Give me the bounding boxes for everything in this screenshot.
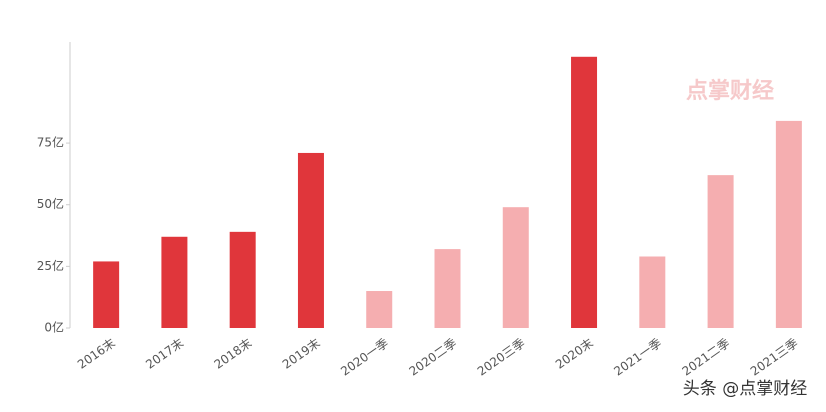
y-tick-label: 75亿 xyxy=(37,135,64,150)
x-tick-label: 2019末 xyxy=(280,336,323,372)
y-tick-label: 50亿 xyxy=(37,196,64,211)
x-tick-label: 2017末 xyxy=(143,336,186,372)
footer: 头条 @点掌财经 xyxy=(683,379,807,399)
bar xyxy=(93,261,120,328)
bar xyxy=(161,236,188,328)
x-tick-label: 2021一季 xyxy=(611,336,664,379)
x-tick-label: 2020二季 xyxy=(407,336,460,379)
x-tick-label: 2018末 xyxy=(212,336,255,372)
bar xyxy=(707,175,734,328)
x-tick-label: 2020末 xyxy=(553,336,596,372)
x-tick-label: 2016末 xyxy=(75,336,118,372)
bar xyxy=(775,120,802,329)
bar xyxy=(297,152,324,328)
bar xyxy=(434,249,461,328)
bar xyxy=(229,231,256,328)
bar xyxy=(639,256,666,328)
x-tick-label: 2021三季 xyxy=(748,336,801,379)
watermark: 点掌财经 xyxy=(686,78,774,104)
bar xyxy=(571,56,598,329)
x-tick-label: 2020一季 xyxy=(338,336,391,379)
y-tick-label: 0亿 xyxy=(44,320,64,335)
bar xyxy=(366,291,393,328)
bar xyxy=(502,207,529,328)
x-tick-label: 2020三季 xyxy=(475,336,528,379)
x-tick-label: 2021二季 xyxy=(680,336,733,379)
y-tick-label: 25亿 xyxy=(37,258,64,273)
